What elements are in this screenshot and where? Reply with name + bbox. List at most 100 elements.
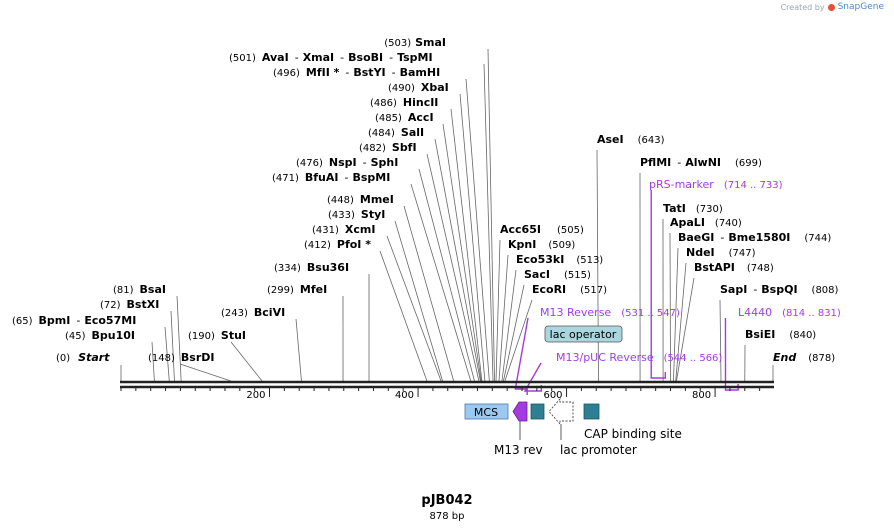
- site-label-avai[interactable]: (501) AvaI - XmaI - BsoBI - TspMI: [229, 51, 433, 64]
- brand-name: SnapGene: [837, 2, 884, 12]
- cut-site-line: [151, 341, 155, 382]
- lac-promoter-feature[interactable]: lac promoter: [548, 397, 637, 457]
- cut-site-line: [450, 108, 483, 382]
- lac-operator-feature[interactable]: lac operator: [544, 325, 623, 343]
- cut-site-line: [295, 318, 302, 382]
- site-label-bpu10i[interactable]: (45) Bpu10I: [65, 329, 135, 342]
- cap-binding-site-label: CAP binding site: [584, 427, 682, 441]
- site-label-asei[interactable]: AseI (643): [597, 133, 665, 146]
- cut-site-line: [164, 326, 170, 382]
- site-label-eco53ki[interactable]: Eco53kI (513): [516, 253, 603, 266]
- cut-site-line: [719, 299, 722, 382]
- lac-promoter-label: lac promoter: [560, 443, 637, 457]
- site-label-bsu36i[interactable]: (334) Bsu36I: [274, 261, 349, 274]
- site-label-saci[interactable]: SacI (515): [524, 268, 591, 281]
- site-label-pflmi[interactable]: PflMI - AlwNI (699): [640, 156, 762, 169]
- end-label: End (878): [773, 351, 835, 364]
- site-label-apali[interactable]: ApaLI (740): [670, 216, 742, 229]
- start-label: (0) Start: [56, 351, 110, 364]
- site-label-bsai[interactable]: (81) BsaI: [113, 283, 166, 296]
- plasmid-length: 878 bp: [430, 511, 465, 522]
- plasmid-name: pJB042: [421, 493, 472, 508]
- primer-label-m13-puc-reverse[interactable]: M13/pUC Reverse (544 .. 566): [556, 351, 722, 364]
- site-label-bstapi[interactable]: BstAPI (748): [694, 261, 774, 274]
- lac-operator-label: lac operator: [550, 328, 617, 341]
- site-label-bstxi[interactable]: (72) BstXI: [100, 298, 159, 311]
- cut-site-line: [176, 295, 182, 382]
- scale-label: 800: [692, 390, 711, 401]
- site-label-bsiei[interactable]: BsiEI (840): [745, 328, 816, 341]
- site-label-smai[interactable]: (503) SmaI: [384, 36, 446, 49]
- brand-prefix: Created by: [780, 2, 825, 12]
- cut-site-line: [434, 138, 481, 382]
- cap-binding-site-feature[interactable]: CAP binding site: [583, 403, 682, 441]
- cut-site-line: [501, 269, 517, 382]
- cut-site-line: [410, 183, 472, 382]
- cut-site-line: [498, 254, 509, 382]
- cut-site-line: [675, 262, 687, 382]
- site-label-sbfi[interactable]: (482) SbfI: [359, 141, 417, 154]
- site-label-bfuai[interactable]: (471) BfuAI - BspMI: [272, 171, 390, 184]
- primer-bracket: [724, 318, 739, 391]
- lac-promoter-arrow-icon: [548, 397, 574, 426]
- site-label-pfoi[interactable]: (412) PfoI *: [304, 238, 371, 251]
- cut-site-line: [673, 247, 679, 382]
- cut-site-line: [487, 48, 495, 382]
- site-label-xcmi[interactable]: (431) XcmI: [312, 223, 375, 236]
- mcs-feature[interactable]: MCS: [464, 403, 509, 420]
- cut-site-lines: [120, 48, 774, 382]
- cut-site-line: [483, 63, 494, 382]
- site-label-ndei[interactable]: NdeI (747): [686, 246, 756, 259]
- site-label-nspi[interactable]: (476) NspI - SphI: [296, 156, 398, 169]
- cut-site-line: [394, 220, 443, 382]
- site-label-tati[interactable]: TatI (730): [663, 202, 723, 215]
- site-label-acci[interactable]: (485) AccI: [375, 111, 434, 124]
- site-label-sapi[interactable]: SapI - BspQI (808): [720, 283, 839, 296]
- site-label-ecori[interactable]: EcoRI (517): [532, 283, 607, 296]
- cut-site-line: [230, 341, 263, 382]
- m13-rev-label: M13 rev: [494, 443, 543, 457]
- cut-site-line: [170, 310, 175, 382]
- cut-site-line: [596, 149, 599, 382]
- m13-rev-arrow-icon: [512, 401, 528, 422]
- primer-label-m13-reverse[interactable]: M13 Reverse (531 .. 547): [540, 306, 680, 319]
- cut-site-line: [676, 277, 695, 382]
- scale-label: 200: [246, 390, 265, 401]
- site-label-stui[interactable]: (190) StuI: [188, 329, 246, 342]
- cut-site-line: [418, 168, 475, 382]
- site-label-mmei[interactable]: (448) MmeI: [327, 193, 394, 206]
- cut-site-line: [426, 153, 480, 382]
- primer-label-prs-marker[interactable]: pRS-marker (714 .. 733): [649, 178, 783, 191]
- scale-label: 600: [543, 390, 562, 401]
- cut-site-line: [442, 123, 482, 382]
- primer-label-l4440[interactable]: L4440 (814 .. 831): [738, 306, 841, 319]
- site-label-hincii[interactable]: (486) HincII: [370, 96, 438, 109]
- site-label-bpmi[interactable]: (65) BpmI - Eco57MI: [12, 314, 136, 327]
- cut-site-line: [459, 93, 486, 382]
- site-label-styi[interactable]: (433) StyI: [328, 208, 385, 221]
- cut-site-line: [495, 239, 501, 382]
- mcs-label: MCS: [474, 406, 498, 419]
- site-label-mfei[interactable]: (299) MfeI: [267, 283, 327, 296]
- cut-site-line: [504, 299, 533, 382]
- m13-rev-feature[interactable]: M13 rev: [494, 401, 543, 457]
- site-label-xbai[interactable]: (490) XbaI: [388, 81, 449, 94]
- site-label-bcivi[interactable]: (243) BciVI: [221, 306, 285, 319]
- site-label-baegi[interactable]: BaeGI - Bme1580I (744): [678, 231, 831, 244]
- primer-bracket: [514, 317, 529, 395]
- snapgene-logo-icon: [827, 3, 835, 11]
- snapgene-brand: Created by SnapGene: [781, 2, 884, 12]
- scale-label: 400: [395, 390, 414, 401]
- cut-site-line: [669, 232, 671, 382]
- site-label-acc65i[interactable]: Acc65I (505): [500, 223, 584, 236]
- cut-site-line: [386, 235, 442, 382]
- cut-site-line: [179, 363, 232, 382]
- site-label-mfii[interactable]: (496) MfII * - BstYI - BamHI: [273, 66, 440, 79]
- site-label-kpni[interactable]: KpnI (509): [508, 238, 575, 251]
- primer-bracket: [650, 190, 667, 379]
- site-label-sali[interactable]: (484) SalI: [368, 126, 424, 139]
- cut-site-line: [503, 284, 525, 382]
- site-label-bsrdi[interactable]: (148) BsrDI: [148, 351, 214, 364]
- lac-operator-box[interactable]: [530, 403, 545, 420]
